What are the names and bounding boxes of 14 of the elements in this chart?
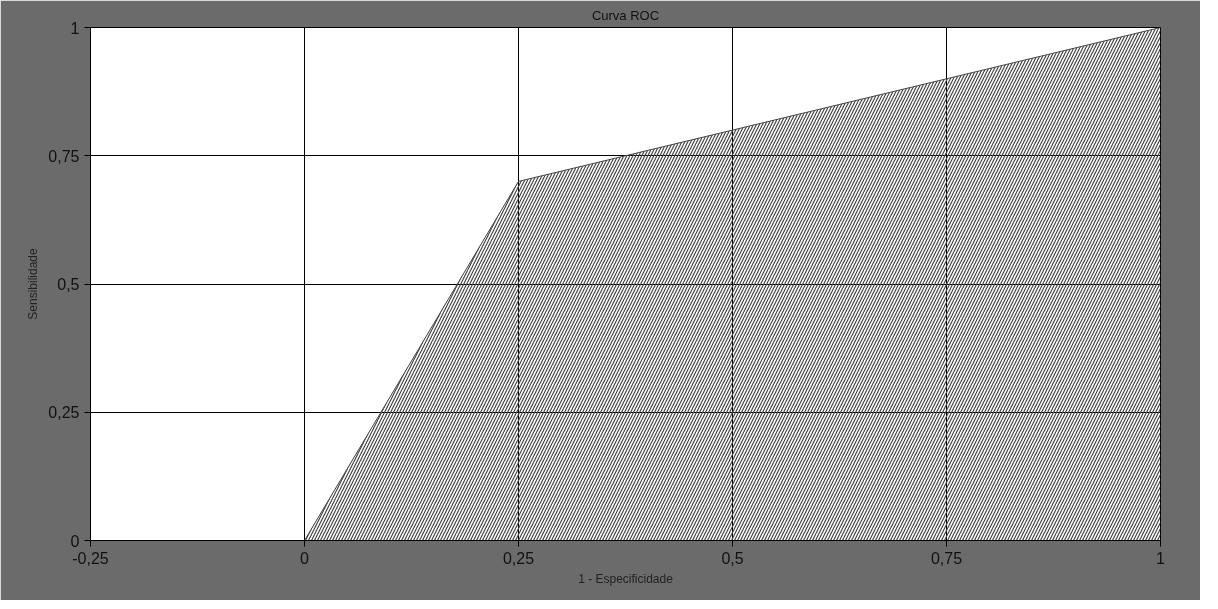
y-tick-label: 0,25 bbox=[48, 404, 80, 422]
x-tick-label: 0,25 bbox=[502, 549, 535, 567]
y-tick-label: 1 bbox=[70, 19, 80, 37]
y-tick-label: 0,5 bbox=[57, 276, 80, 293]
x-tick-label: -0,25 bbox=[72, 549, 109, 567]
x-tick-label: 1 bbox=[1156, 549, 1166, 567]
y-tick-label: 0 bbox=[70, 532, 80, 550]
y-axis-title: Sensibilidade bbox=[26, 247, 41, 320]
chart-title: Curva ROC bbox=[591, 7, 660, 23]
x-tick-label: 0,5 bbox=[721, 549, 744, 567]
x-axis-title: 1 - Especificidade bbox=[578, 571, 674, 586]
x-tick-label: 0 bbox=[300, 549, 310, 567]
y-tick-label: 0,75 bbox=[48, 147, 80, 165]
x-tick-label: 0,75 bbox=[930, 549, 963, 567]
